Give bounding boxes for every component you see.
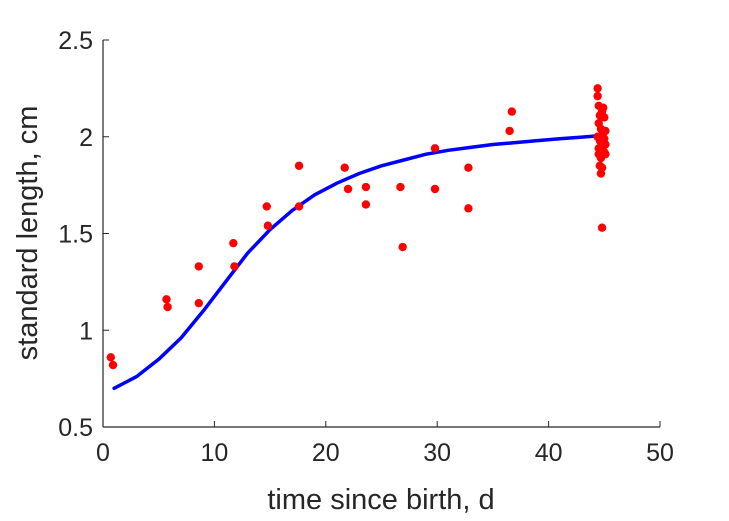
data-point: [194, 262, 204, 271]
data-point: [601, 140, 610, 149]
y-axis-label: standard length, cm: [12, 106, 44, 361]
data-point: [340, 163, 349, 172]
data-point: [294, 161, 304, 170]
data-point: [598, 103, 608, 112]
data-point: [263, 221, 273, 230]
x-axis-label: time since birth, d: [267, 484, 494, 516]
y-tick-label: 0.5: [58, 414, 93, 442]
y-tick-labels: 0.5 1 1.5 2 2.5: [58, 27, 93, 442]
data-point: [430, 184, 440, 194]
data-point: [593, 91, 602, 101]
data-point: [430, 144, 440, 153]
x-tick-label: 0: [96, 439, 110, 467]
data-point: [505, 126, 514, 136]
data-point: [464, 204, 473, 213]
data-point: [597, 223, 607, 232]
data-point: [194, 298, 204, 308]
x-tick-label: 10: [200, 439, 228, 467]
data-point: [361, 182, 371, 192]
data-point: [106, 353, 115, 362]
data-point: [507, 107, 517, 116]
x-tick-label: 40: [535, 439, 563, 467]
data-point: [163, 302, 172, 312]
data-point: [294, 202, 304, 211]
data-point: [398, 242, 407, 252]
fit-line-layer: [112, 134, 601, 391]
data-point: [596, 169, 606, 178]
data-point: [464, 163, 473, 172]
y-tick-label: 1.5: [58, 221, 93, 249]
axes: [102, 39, 661, 428]
data-point: [230, 262, 239, 271]
y-tick-label: 2.5: [58, 27, 93, 55]
y-tick-label: 2: [79, 124, 93, 152]
y-tick-label: 1: [79, 317, 93, 345]
data-point: [601, 126, 610, 136]
x-tick-label: 50: [646, 439, 674, 467]
data-point: [262, 202, 271, 211]
data-point: [596, 153, 606, 163]
data-point: [108, 360, 118, 370]
x-tick-label: 30: [423, 439, 451, 467]
data-point: [229, 238, 238, 248]
x-tick-labels: 0 10 20 30 40 50: [96, 439, 674, 467]
data-point: [343, 184, 353, 194]
data-point: [600, 113, 609, 122]
x-tick-label: 20: [312, 439, 340, 467]
data-point: [593, 84, 602, 93]
data-point: [396, 182, 405, 192]
fit-curve: [112, 134, 601, 391]
data-point: [361, 200, 371, 209]
data-point: [162, 295, 171, 304]
data-points-layer: [106, 84, 610, 370]
